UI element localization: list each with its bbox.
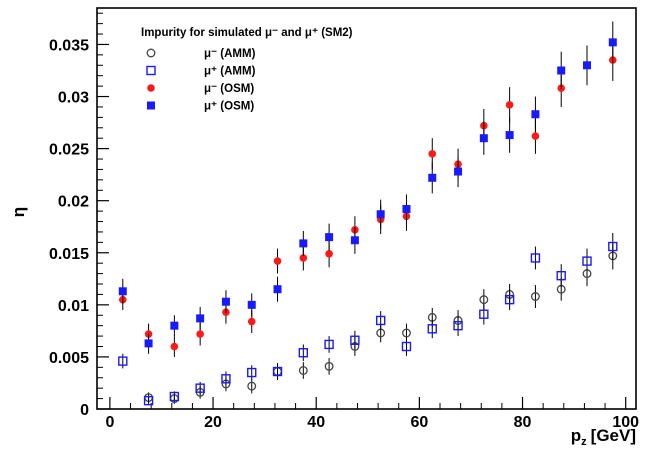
data-point [325,233,334,242]
data-point [608,38,617,47]
data-point [195,383,205,393]
x-axis-title-sub: z [581,436,587,448]
data-point [479,309,489,319]
data-point [454,167,463,176]
data-point [505,131,514,140]
data-point [376,210,385,219]
y-tick-label: 0.01 [58,298,89,315]
data-point [247,300,256,309]
data-point [453,320,463,331]
data-point [557,66,566,75]
data-point [298,366,308,375]
data-point [582,256,592,266]
y-tick-label: 0.02 [58,194,89,211]
legend-marker [147,84,155,92]
legend-marker [147,101,155,110]
x-tick-label: 60 [410,414,428,431]
axis-ticks [97,12,627,410]
data-point [143,395,154,406]
data-point [530,253,541,263]
data-point [247,367,257,378]
data-point [479,295,489,305]
data-point [505,101,514,109]
data-point [170,342,179,351]
data-point [298,348,309,358]
y-tick-label: 0.005 [49,350,89,367]
data-point [247,317,256,326]
legend-label: μ⁻ (AMM) [204,48,256,60]
data-point [401,341,412,352]
legend: Impurity for simulated μ⁻ and μ⁺ (SM2) μ… [141,27,353,113]
y-tick-label: 0.015 [49,246,89,263]
data-point [170,321,179,330]
data-point [272,366,283,377]
data-point [350,335,360,345]
data-point [247,381,257,391]
x-tick-label: 20 [204,414,222,431]
legend-entries: μ⁻ (AMM) μ⁺ (AMM) μ⁻ (OSM) μ⁺ (OSM) [146,48,256,113]
data-point [324,361,334,371]
series-1 [118,232,618,406]
data-point [375,315,386,326]
x-tick-label: 80 [514,414,532,431]
data-point [221,374,231,384]
data-point [350,236,359,245]
data-point [402,328,411,338]
data-point [196,330,204,338]
x-tick-label: 40 [307,414,325,431]
data-point [325,250,333,258]
x-tick-label: 100 [612,414,639,431]
data-markers [118,21,618,406]
legend-marker [146,65,156,76]
legend-title: Impurity for simulated μ⁻ and μ⁺ (SM2) [141,27,353,39]
data-point [531,132,540,140]
data-point [556,270,566,281]
y-axis-title: η [9,207,28,217]
legend-label: μ⁺ (AMM) [204,66,256,78]
legend-marker [146,48,156,58]
data-point [531,110,540,119]
series-3 [118,21,617,354]
x-axis-title-main: p [571,426,581,445]
data-point [427,324,437,334]
data-point [169,391,180,402]
axis-tick-labels: 0 20 40 60 80 100 0 0.005 0.01 0.015 0.02 0.025 0.03… [49,37,639,431]
legend-label: μ⁻ (OSM) [204,83,254,95]
data-point [608,241,618,252]
y-tick-label: 0.035 [49,37,89,54]
x-axis-title-unit: [GeV] [591,426,636,445]
x-axis-title: pz [GeV] [571,426,636,448]
data-point [196,314,205,323]
data-point [402,205,411,214]
legend-label: μ⁺ (OSM) [204,101,254,113]
data-point [299,239,308,248]
data-point [479,134,488,143]
data-point [144,339,153,348]
data-point [324,339,334,350]
plot-frame [96,7,637,410]
data-point [583,61,591,70]
x-tick-label: 0 [105,414,114,431]
data-point [504,294,515,305]
y-tick-label: 0.025 [49,142,89,159]
y-tick-label: 0 [80,402,89,419]
data-point [428,173,437,182]
y-tick-label: 0.03 [58,90,89,107]
data-point [530,292,540,301]
data-point [221,297,230,306]
data-point [118,287,127,296]
data-point [299,254,308,262]
data-point [273,285,282,294]
data-point [118,356,128,366]
series-2 [118,39,617,357]
data-point [273,257,282,265]
data-point [428,150,437,158]
